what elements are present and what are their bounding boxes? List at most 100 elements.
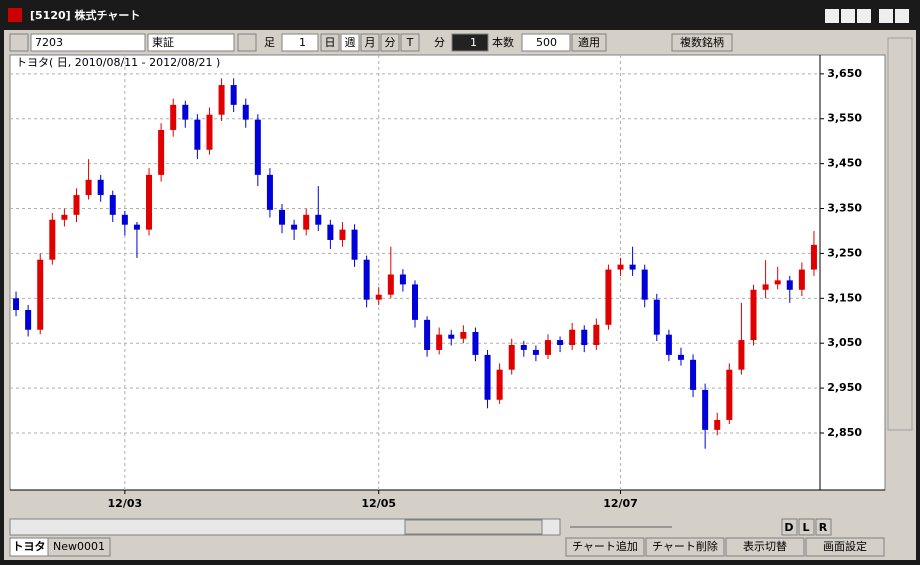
scroll-thumb[interactable] <box>404 519 543 535</box>
candle-body <box>194 119 201 150</box>
candle-body <box>520 345 527 350</box>
candle-body <box>85 179 92 196</box>
d-label: D <box>784 521 793 534</box>
del-chart: チャート削除 <box>652 539 718 553</box>
candle-body <box>472 331 479 355</box>
chart-panel <box>9 54 886 491</box>
week-btn[interactable] <box>340 33 360 52</box>
add-chart-btn[interactable] <box>565 537 645 557</box>
l-label: L <box>802 521 809 534</box>
multi-btn[interactable] <box>671 33 733 52</box>
candle-body <box>544 340 551 355</box>
tab-label: トヨタ <box>13 540 46 553</box>
candle-body <box>508 345 515 370</box>
period-value: 1 <box>299 36 306 49</box>
candle-body <box>496 369 503 400</box>
candle-body <box>677 354 684 360</box>
tick-btn[interactable] <box>400 33 420 52</box>
minute-btn[interactable] <box>380 33 400 52</box>
month: 月 <box>365 36 376 49</box>
candle-body <box>702 389 709 430</box>
candle-body <box>37 259 44 330</box>
candle-body <box>726 369 733 420</box>
candle-body <box>617 264 624 270</box>
add-chart: チャート追加 <box>572 539 638 553</box>
candle-body <box>460 331 467 339</box>
settings-btn[interactable] <box>805 537 885 557</box>
candle-body <box>279 209 286 225</box>
month-btn[interactable] <box>360 33 380 52</box>
del-chart-btn[interactable] <box>645 537 725 557</box>
period-box[interactable] <box>281 33 319 52</box>
candle-body <box>387 274 394 295</box>
candle-body <box>593 324 600 345</box>
candle-body <box>25 309 32 330</box>
tab-label: New0001 <box>53 540 105 553</box>
app-icon <box>8 8 22 22</box>
candle-body <box>49 219 56 260</box>
apply: 適用 <box>578 35 600 49</box>
candle-body <box>581 329 588 345</box>
search-btn[interactable] <box>237 33 257 52</box>
candle-body <box>133 224 140 230</box>
count-box[interactable] <box>521 33 571 52</box>
candle-body <box>798 269 805 290</box>
candle-body <box>412 284 418 320</box>
candle-body <box>690 359 697 390</box>
candle-body <box>532 349 539 355</box>
candle-body <box>230 85 237 105</box>
multi: 複数銘柄 <box>680 35 724 49</box>
candle-body <box>629 264 636 270</box>
pin-btn[interactable] <box>841 9 855 23</box>
candle-body <box>351 229 358 260</box>
candle-body <box>665 334 672 355</box>
minute: 分 <box>385 36 396 49</box>
week: 週 <box>345 36 356 49</box>
candle-body <box>206 114 213 150</box>
minimize-btn[interactable] <box>879 9 893 23</box>
d-btn[interactable] <box>781 518 798 536</box>
candle-body <box>109 195 116 215</box>
minute-value: 1 <box>470 36 477 49</box>
close-btn[interactable] <box>895 9 909 23</box>
toggle-btn[interactable] <box>725 537 805 557</box>
r-label: R <box>819 521 828 534</box>
minute-box[interactable] <box>451 33 489 52</box>
candle-body <box>714 419 721 430</box>
window-controls[interactable] <box>825 9 909 23</box>
candle-body <box>557 340 564 345</box>
tab[interactable] <box>47 537 111 557</box>
y-tick-label: 2,950 <box>827 381 862 394</box>
candle-body <box>327 224 334 240</box>
apply-btn[interactable] <box>571 33 607 52</box>
count-label: 本数 <box>492 35 514 49</box>
candle-body <box>182 104 189 120</box>
candle-body <box>266 174 273 210</box>
window-title: [5120] 株式チャート <box>30 8 140 22</box>
candle-body <box>303 214 310 230</box>
code-box[interactable] <box>30 33 146 52</box>
restore-btn[interactable] <box>825 9 839 23</box>
candle-body <box>97 179 104 196</box>
candle-body <box>774 280 781 285</box>
candle-body <box>738 340 745 370</box>
candle-body <box>291 224 298 230</box>
candle-body <box>448 334 455 339</box>
market-box[interactable] <box>147 33 235 52</box>
market: 東証 <box>152 36 174 49</box>
help-btn[interactable] <box>857 9 871 23</box>
candle-body <box>569 329 576 345</box>
y-tick-label: 2,850 <box>827 426 862 439</box>
r-btn[interactable] <box>815 518 832 536</box>
period-label: 足 <box>264 36 275 49</box>
menu-btn[interactable] <box>9 33 29 52</box>
l-btn[interactable] <box>798 518 815 536</box>
drawing-tools[interactable] <box>887 37 913 431</box>
candle-body <box>641 269 648 300</box>
day: 日 <box>325 36 336 49</box>
candle-body <box>170 104 177 130</box>
candle-body <box>13 298 20 310</box>
x-tick-label: 12/07 <box>603 497 638 510</box>
day-btn[interactable] <box>320 33 340 52</box>
candle-body <box>61 214 68 220</box>
